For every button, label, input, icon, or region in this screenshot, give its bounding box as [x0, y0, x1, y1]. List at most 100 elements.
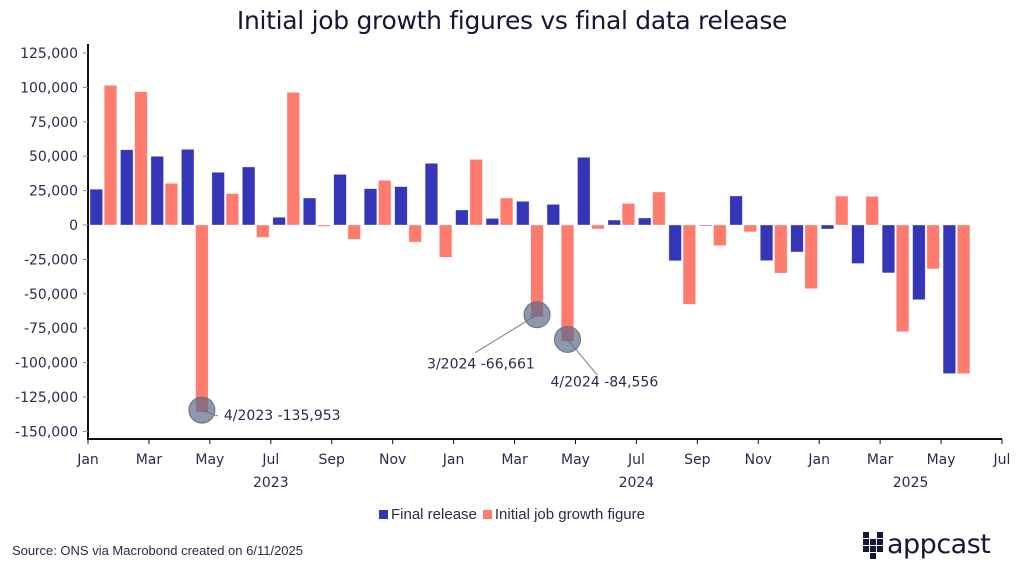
bar-initial-2023-11: [408, 224, 422, 243]
bar-final-2025-02: [851, 224, 865, 264]
bar-final-2025-05: [942, 224, 956, 374]
bar-initial-2024-02: [499, 197, 514, 226]
y-tick-label: 0: [69, 218, 78, 234]
x-tick-label: Mar: [501, 452, 528, 468]
bar-final-2023-08: [302, 197, 317, 226]
bar-initial-2023-02: [134, 91, 148, 226]
logo-grid-icon: [863, 531, 883, 559]
x-tick-label: Mar: [867, 452, 894, 468]
bar-initial-2023-04: [195, 224, 209, 413]
bar-initial-2023-05: [225, 193, 239, 226]
bar-final-2024-01: [455, 209, 469, 226]
x-tick-label: Jul: [993, 452, 1011, 468]
bar-final-2023-03: [150, 156, 164, 226]
bar-final-2023-05: [211, 171, 225, 226]
bar-final-2024-04: [546, 204, 560, 226]
bar-final-2024-02: [485, 218, 499, 226]
x-tick-label: Nov: [745, 452, 772, 468]
bar-initial-2024-04: [560, 224, 575, 342]
bar-final-2023-09: [333, 174, 347, 226]
annotation-marker: [554, 325, 581, 353]
bar-final-2023-02: [120, 149, 134, 226]
legend-item-final-release: Final release: [379, 506, 477, 523]
bar-initial-2023-03: [164, 183, 179, 226]
x-year-label: 2025: [893, 475, 929, 491]
bar-initial-2024-05: [591, 224, 605, 230]
legend-label: Initial job growth figure: [494, 506, 645, 523]
bar-initial-2023-06: [256, 224, 270, 238]
bar-initial-2024-01: [469, 159, 483, 226]
bar-initial-2024-11: [774, 224, 788, 274]
bar-initial-2023-01: [103, 85, 118, 226]
y-tick-label: -25,000: [24, 252, 78, 268]
bar-initial-2025-02: [865, 196, 879, 226]
y-tick-label: -125,000: [15, 390, 78, 406]
x-tick-label: Jan: [807, 452, 830, 468]
y-tick-label: 125,000: [20, 46, 78, 62]
bar-final-2023-11: [394, 186, 408, 226]
x-tick-label: Mar: [136, 452, 163, 468]
annotation-label: 3/2024 -66,661: [427, 357, 535, 373]
y-tick-label: -150,000: [15, 424, 78, 440]
bar-final-2024-05: [577, 157, 591, 226]
bar-final-2024-07: [638, 217, 652, 226]
bar-initial-2023-07: [286, 92, 300, 226]
y-axis: 125,000 100,000 75,000 50,000 25,000 0 -25,000…: [15, 44, 89, 440]
bar-initial-2023-09: [347, 224, 361, 240]
x-tick-label: May: [927, 452, 956, 468]
annotation-label: 4/2023 -135,953: [224, 408, 341, 424]
bar-final-2024-09: [699, 224, 713, 227]
bar-final-2023-06: [242, 166, 256, 226]
bar-initial-2024-10: [743, 224, 757, 233]
bar-initial-2024-09: [713, 224, 727, 246]
x-year-label: 2023: [253, 475, 289, 491]
annotation-marker: [523, 301, 551, 329]
x-tick-label: Sep: [319, 452, 346, 468]
y-tick-label: -50,000: [24, 287, 78, 303]
logo-text: appcast: [887, 529, 991, 560]
x-tick-label: Sep: [684, 452, 711, 468]
bar-final-2024-06: [607, 219, 621, 226]
bar-initial-2025-01: [835, 195, 849, 226]
x-tick-label: Jan: [76, 452, 99, 468]
x-tick-label: Jan: [442, 452, 465, 468]
y-tick-label: 100,000: [20, 80, 78, 96]
x-tick-label: May: [195, 452, 224, 468]
x-year-label: 2024: [619, 475, 655, 491]
y-tick-label: -100,000: [15, 356, 78, 372]
bar-initial-2024-12: [804, 224, 818, 290]
bar-initial-2025-03: [896, 224, 910, 333]
bar-final-2024-03: [516, 201, 530, 226]
bar-final-2024-10: [729, 195, 743, 226]
legend-item-initial-figure: Initial job growth figure: [482, 506, 645, 523]
bar-initial-2025-05: [956, 224, 971, 374]
chart-title: Initial job growth figures vs final data…: [236, 6, 788, 35]
bar-final-2023-12: [424, 163, 439, 226]
x-tick-label: May: [561, 452, 590, 468]
x-tick-label: Jul: [627, 452, 645, 468]
bar-initial-2023-12: [439, 224, 453, 258]
legend-label: Final release: [391, 506, 477, 523]
y-tick-label: 50,000: [29, 149, 78, 165]
x-axis: Jan Mar May Jul Sep Nov Jan Mar May Jul Sep Nov Jan M…: [76, 438, 1011, 491]
bar-initial-2024-07: [652, 191, 666, 226]
legend: Final release Initial job growth figure: [0, 506, 1024, 523]
y-tick-label: 75,000: [29, 115, 78, 131]
y-tick-label: -75,000: [24, 321, 78, 337]
annotations-group: 4/2023 -135,953 3/2024 -66,661 4/2024 -84,…: [188, 301, 659, 424]
annotation-label: 4/2024 -84,556: [551, 374, 659, 390]
bar-chart: 125,000 100,000 75,000 50,000 25,000 0 -25,000…: [15, 44, 1011, 491]
bar-final-2024-11: [759, 224, 774, 261]
bar-initial-2023-10: [378, 179, 392, 226]
bar-final-2023-04: [181, 149, 195, 226]
bar-final-2023-07: [272, 216, 286, 226]
x-tick-label: Nov: [379, 452, 406, 468]
legend-swatch-initial-figure: [482, 510, 492, 519]
bar-final-2023-10: [363, 188, 378, 226]
bar-final-2025-04: [912, 224, 926, 301]
bar-initial-2024-06: [621, 203, 636, 226]
bars-group: [89, 85, 971, 413]
bar-final-2025-03: [881, 224, 896, 274]
x-tick-label: Jul: [261, 452, 279, 468]
bar-final-2025-01: [820, 224, 835, 230]
